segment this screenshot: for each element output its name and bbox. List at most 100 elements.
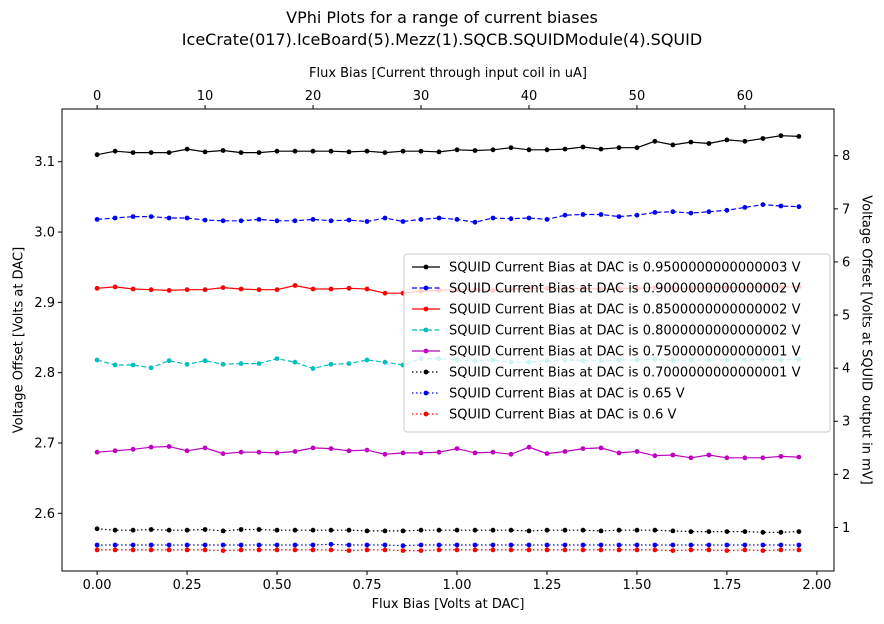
- data-point: [112, 148, 118, 154]
- data-point: [310, 542, 316, 548]
- data-point: [184, 547, 190, 553]
- legend-swatch-marker: [423, 327, 429, 333]
- data-point: [256, 449, 262, 455]
- legend-box: [403, 253, 831, 433]
- data-point: [130, 446, 136, 452]
- data-point: [688, 542, 694, 548]
- data-point: [166, 542, 172, 548]
- data-point: [526, 147, 532, 153]
- data-point: [274, 450, 280, 456]
- data-point: [526, 542, 532, 548]
- data-point: [256, 527, 262, 532]
- data-point: [526, 444, 532, 450]
- data-point: [544, 451, 550, 456]
- data-point: [238, 527, 244, 532]
- data-point: [382, 542, 388, 548]
- data-point: [130, 542, 136, 548]
- ticks-layer: 0.00 0.25 0.50 0.75 1.00 1.25 1.50 1.75 2.00 2.6 2…: [34, 89, 850, 593]
- data-point: [346, 542, 352, 548]
- legend-label: SQUID Current Bias at DAC is 0.950000000…: [449, 261, 801, 276]
- legend-swatch-marker: [423, 390, 429, 396]
- y2-tick-label: 1: [842, 521, 850, 536]
- data-point: [580, 446, 586, 451]
- data-point: [94, 449, 100, 455]
- data-point: [130, 362, 136, 368]
- data-point: [382, 451, 388, 457]
- y-tick-label: 2.9: [34, 296, 55, 311]
- data-point: [112, 215, 118, 221]
- x2-tick-label: 50: [629, 89, 646, 104]
- data-point: [400, 148, 406, 154]
- data-point: [292, 283, 298, 288]
- legend-swatch-marker: [423, 369, 429, 375]
- data-point: [544, 217, 550, 222]
- data-point: [580, 547, 586, 553]
- data-point: [346, 217, 352, 223]
- data-point: [796, 547, 802, 553]
- data-point: [616, 214, 622, 220]
- data-point: [508, 542, 514, 548]
- data-point: [796, 134, 802, 139]
- data-point: [220, 361, 226, 367]
- data-point: [382, 547, 388, 553]
- data-point: [364, 357, 370, 363]
- series-line: [97, 543, 799, 547]
- data-point: [688, 547, 694, 553]
- data-point: [220, 148, 226, 153]
- x-tick-label: 0.50: [263, 578, 292, 593]
- y2-tick-label: 4: [842, 362, 850, 377]
- data-point: [688, 210, 694, 216]
- series-line: [97, 445, 799, 459]
- data-point: [256, 542, 262, 548]
- data-point: [274, 527, 280, 533]
- y-tick-label: 2.7: [34, 437, 55, 452]
- y2-tick-label: 7: [842, 202, 850, 217]
- data-point: [202, 149, 208, 155]
- data-point: [706, 452, 712, 458]
- series-7: [94, 541, 802, 549]
- data-point: [472, 219, 478, 225]
- data-point: [778, 529, 784, 535]
- x2-tick-label: 60: [737, 89, 754, 104]
- data-point: [166, 527, 172, 533]
- data-point: [364, 148, 370, 154]
- data-point: [364, 542, 370, 548]
- data-point: [472, 450, 478, 456]
- legend: SQUID Current Bias at DAC is 0.950000000…: [403, 253, 831, 433]
- x-axis-label: Flux Bias [Volts at DAC]: [371, 597, 525, 612]
- data-point: [670, 542, 676, 548]
- data-point: [616, 450, 622, 456]
- data-point: [238, 150, 244, 156]
- data-point: [112, 547, 118, 553]
- data-point: [382, 290, 388, 296]
- data-point: [598, 547, 604, 553]
- data-point: [364, 447, 370, 453]
- data-point: [274, 542, 280, 548]
- legend-label: SQUID Current Bias at DAC is 0.800000000…: [449, 324, 801, 339]
- data-point: [346, 149, 352, 155]
- data-point: [544, 147, 550, 153]
- data-point: [526, 215, 532, 221]
- series-5: [94, 444, 802, 461]
- data-point: [292, 449, 298, 454]
- data-point: [364, 528, 370, 534]
- data-point: [256, 217, 262, 222]
- data-point: [184, 146, 190, 152]
- data-point: [202, 217, 208, 223]
- data-point: [652, 210, 658, 215]
- data-point: [724, 529, 730, 534]
- data-point: [274, 218, 280, 224]
- data-point: [328, 541, 334, 547]
- data-point: [724, 548, 730, 553]
- data-point: [364, 286, 370, 292]
- data-point: [148, 214, 154, 220]
- data-point: [112, 448, 118, 454]
- legend-swatch-marker: [423, 306, 429, 312]
- data-point: [562, 449, 568, 454]
- data-point: [562, 542, 568, 548]
- data-point: [742, 138, 748, 144]
- legend-label: SQUID Current Bias at DAC is 0.700000000…: [449, 366, 801, 381]
- data-point: [742, 529, 748, 534]
- data-point: [706, 209, 712, 215]
